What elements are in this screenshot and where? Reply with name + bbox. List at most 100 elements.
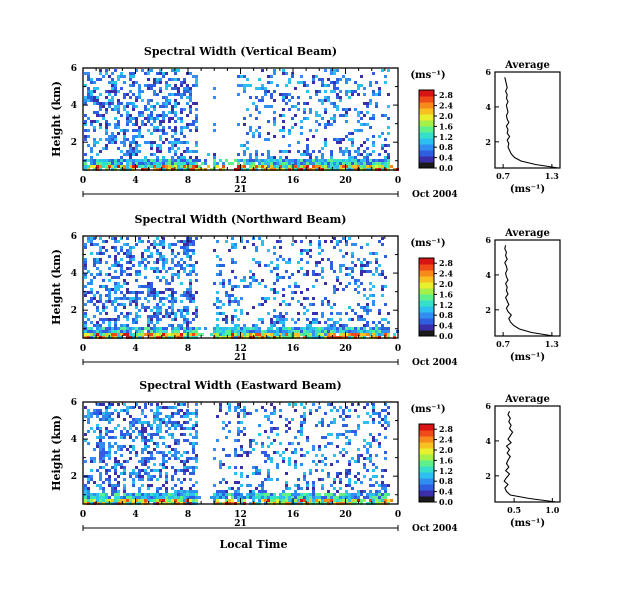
heatmap-cell bbox=[192, 120, 195, 123]
heatmap-cell bbox=[126, 315, 129, 318]
heatmap-cell bbox=[189, 111, 192, 114]
heatmap-cell bbox=[99, 433, 102, 436]
colorbar-segment bbox=[419, 454, 434, 461]
heatmap-cell bbox=[138, 135, 141, 138]
heatmap-cell bbox=[165, 105, 168, 108]
heatmap-cell bbox=[303, 475, 306, 478]
heatmap-cell bbox=[345, 469, 348, 472]
heatmap-cell bbox=[204, 159, 207, 162]
heatmap-cell bbox=[135, 141, 138, 144]
heatmap-cell bbox=[123, 484, 126, 487]
heatmap-cell bbox=[339, 240, 342, 243]
heatmap-cell bbox=[162, 442, 165, 445]
heatmap-cell bbox=[108, 165, 111, 168]
heatmap-cell bbox=[123, 144, 126, 147]
heatmap-cell bbox=[147, 487, 150, 490]
heatmap-cell bbox=[105, 463, 108, 466]
heatmap-cell bbox=[225, 330, 228, 333]
heatmap-cell bbox=[132, 499, 135, 502]
heatmap-cell bbox=[174, 129, 177, 132]
heatmap-cell bbox=[345, 496, 348, 499]
heatmap-cell bbox=[108, 90, 111, 93]
heatmap-cell bbox=[123, 333, 126, 336]
heatmap-cell bbox=[327, 123, 330, 126]
heatmap-cell bbox=[90, 499, 93, 502]
heatmap-cell bbox=[111, 318, 114, 321]
colorbar-segment bbox=[419, 424, 434, 431]
colorbar-segment bbox=[419, 108, 434, 115]
heatmap-cell bbox=[219, 460, 222, 463]
heatmap-cell bbox=[162, 303, 165, 306]
heatmap-cell bbox=[378, 162, 381, 165]
heatmap-cell bbox=[381, 469, 384, 472]
heatmap-cell bbox=[129, 90, 132, 93]
heatmap-cell bbox=[309, 412, 312, 415]
heatmap-cell bbox=[90, 493, 93, 496]
heatmap-cell bbox=[363, 406, 366, 409]
heatmap-cell bbox=[111, 445, 114, 448]
heatmap-cell bbox=[108, 475, 111, 478]
heatmap-cell bbox=[336, 445, 339, 448]
heatmap-cell bbox=[150, 318, 153, 321]
heatmap-cell bbox=[369, 327, 372, 330]
heatmap-cell bbox=[285, 418, 288, 421]
heatmap-cell bbox=[249, 439, 252, 442]
heatmap-cell bbox=[129, 499, 132, 502]
heatmap-cell bbox=[165, 162, 168, 165]
heatmap-cell bbox=[201, 162, 204, 165]
heatmap-cell bbox=[174, 138, 177, 141]
heatmap-cell bbox=[156, 117, 159, 120]
colorbar-tick-label: 1.2 bbox=[439, 300, 453, 310]
heatmap-cell bbox=[219, 333, 222, 336]
heatmap-cell bbox=[315, 499, 318, 502]
heatmap-cell bbox=[177, 261, 180, 264]
heatmap-cell bbox=[258, 496, 261, 499]
heatmap-cell bbox=[198, 333, 201, 336]
y-tick-label: 6 bbox=[71, 64, 77, 74]
heatmap-cell bbox=[186, 252, 189, 255]
x-tick-label: 0 bbox=[395, 176, 401, 186]
heatmap-cell bbox=[174, 412, 177, 415]
heatmap-cell bbox=[138, 291, 141, 294]
heatmap-cell bbox=[297, 484, 300, 487]
heatmap-cell bbox=[183, 421, 186, 424]
heatmap-cell bbox=[114, 499, 117, 502]
heatmap-cell bbox=[351, 496, 354, 499]
heatmap-cell bbox=[336, 496, 339, 499]
heatmap-cell bbox=[123, 105, 126, 108]
heatmap-cell bbox=[231, 270, 234, 273]
heatmap-cell bbox=[90, 496, 93, 499]
heatmap-cell bbox=[150, 294, 153, 297]
heatmap-cell bbox=[348, 96, 351, 99]
heatmap-cell bbox=[288, 496, 291, 499]
heatmap-cell bbox=[84, 102, 87, 105]
heatmap-cell bbox=[330, 496, 333, 499]
heatmap-cell bbox=[141, 162, 144, 165]
heatmap-cell bbox=[93, 159, 96, 162]
heatmap-cell bbox=[141, 424, 144, 427]
heatmap-cell bbox=[231, 327, 234, 330]
heatmap-cell bbox=[303, 421, 306, 424]
heatmap-cell bbox=[156, 147, 159, 150]
heatmap-cell bbox=[117, 78, 120, 81]
heatmap-cell bbox=[102, 285, 105, 288]
heatmap-cell bbox=[234, 315, 237, 318]
heatmap-cell bbox=[153, 81, 156, 84]
heatmap-cell bbox=[270, 288, 273, 291]
heatmap-cell bbox=[321, 117, 324, 120]
heatmap-cell bbox=[288, 261, 291, 264]
heatmap-cell bbox=[114, 496, 117, 499]
average-x-tick-label: 1.3 bbox=[545, 171, 559, 181]
heatmap-cell bbox=[117, 448, 120, 451]
heatmap-cell bbox=[312, 403, 315, 406]
heatmap-cell bbox=[105, 261, 108, 264]
heatmap-cell bbox=[333, 270, 336, 273]
heatmap-cell bbox=[159, 300, 162, 303]
heatmap-cell bbox=[357, 327, 360, 330]
heatmap-cell bbox=[135, 270, 138, 273]
heatmap-cell bbox=[336, 279, 339, 282]
heatmap-cell bbox=[291, 291, 294, 294]
heatmap-cell bbox=[327, 99, 330, 102]
heatmap-cell bbox=[111, 264, 114, 267]
heatmap-cell bbox=[336, 472, 339, 475]
